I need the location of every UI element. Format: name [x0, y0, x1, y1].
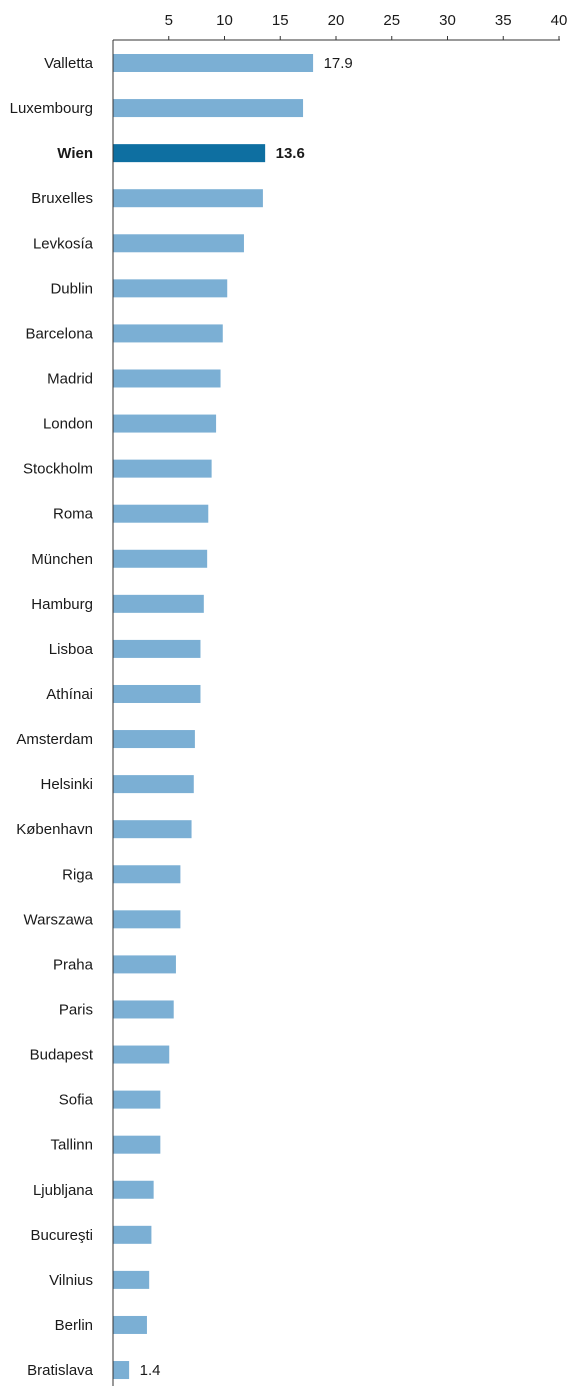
- bar-bucure-ti: [113, 1225, 152, 1244]
- bar-m-nchen: [113, 549, 208, 568]
- bar-barcelona: [113, 324, 223, 343]
- x-axis: 5 10 15 20 25 30 35 40: [113, 12, 568, 41]
- bar-paris: [113, 1000, 174, 1019]
- category-label: Lisboa: [49, 641, 94, 658]
- category-label: Stockholm: [23, 461, 93, 478]
- category-label: Tallinn: [50, 1137, 93, 1154]
- category-label: Riga: [62, 866, 94, 883]
- bar-praha: [113, 955, 176, 974]
- category-label: Helsinki: [40, 776, 93, 793]
- bar-ljubljana: [113, 1180, 154, 1199]
- category-label: Praha: [53, 956, 94, 973]
- bar-dublin: [113, 279, 228, 298]
- bar-riga: [113, 865, 181, 884]
- x-tick-label: 40: [551, 12, 568, 29]
- category-label: Amsterdam: [16, 731, 93, 748]
- category-label: Berlin: [55, 1317, 93, 1334]
- bar-luxembourg: [113, 99, 304, 118]
- category-label: Hamburg: [31, 596, 93, 613]
- category-label: München: [31, 551, 93, 568]
- x-tick-label: 10: [216, 12, 233, 29]
- x-tick-label: 15: [272, 12, 289, 29]
- bars: [113, 54, 314, 1380]
- bar-bruxelles: [113, 189, 263, 208]
- x-tick-label: 5: [165, 12, 173, 29]
- value-label: 17.9: [324, 55, 353, 72]
- bar-vilnius: [113, 1270, 150, 1289]
- x-tick-label: 30: [439, 12, 456, 29]
- category-label: Vilnius: [49, 1272, 93, 1289]
- bar-london: [113, 414, 217, 433]
- category-label: Ljubljana: [33, 1182, 94, 1199]
- bar-berlin: [113, 1315, 147, 1334]
- bar-roma: [113, 504, 209, 523]
- x-tick-label: 20: [328, 12, 345, 29]
- value-labels: 17.9 13.6 1.4: [140, 55, 353, 1379]
- category-label: Roma: [53, 506, 94, 523]
- category-label: Warszawa: [24, 911, 94, 928]
- category-label: Levkosía: [33, 235, 94, 252]
- bar-helsinki: [113, 775, 194, 794]
- bar-levkos-a: [113, 234, 244, 253]
- category-label: Valletta: [44, 55, 94, 72]
- category-label: Budapest: [30, 1047, 94, 1064]
- x-tick-label: 35: [495, 12, 512, 29]
- bar-budapest: [113, 1045, 170, 1064]
- bar-warszawa: [113, 910, 181, 929]
- category-label: Bratislava: [27, 1362, 94, 1379]
- category-labels: Valletta Luxembourg Wien Bruxelles Levkosía D…: [10, 55, 94, 1379]
- bar-hamburg: [113, 594, 204, 613]
- category-label: Sofia: [59, 1092, 94, 1109]
- category-label: Dublin: [50, 280, 93, 297]
- bar-wien: [113, 144, 266, 163]
- category-label: Madrid: [47, 370, 93, 387]
- category-label: Luxembourg: [10, 100, 93, 117]
- category-label: Paris: [59, 1001, 93, 1018]
- bar-k-benhavn: [113, 820, 192, 839]
- category-label: Athínai: [46, 686, 93, 703]
- value-label: 1.4: [140, 1362, 161, 1379]
- bar-sofia: [113, 1090, 161, 1109]
- x-tick-label: 25: [383, 12, 400, 29]
- category-label: Barcelona: [25, 325, 93, 342]
- bar-tallinn: [113, 1135, 161, 1154]
- bar-ath-nai: [113, 684, 201, 703]
- category-label: Bruxelles: [31, 190, 93, 207]
- category-label: London: [43, 416, 93, 433]
- bar-bratislava: [113, 1361, 130, 1380]
- value-label: 13.6: [276, 145, 305, 162]
- bar-valletta: [113, 54, 314, 72]
- bar-stockholm: [113, 459, 212, 478]
- category-label: København: [16, 821, 93, 838]
- bar-madrid: [113, 369, 221, 388]
- bar-lisboa: [113, 639, 201, 658]
- category-label: Bucureşti: [30, 1227, 93, 1244]
- bar-amsterdam: [113, 730, 195, 749]
- category-label: Wien: [57, 145, 93, 162]
